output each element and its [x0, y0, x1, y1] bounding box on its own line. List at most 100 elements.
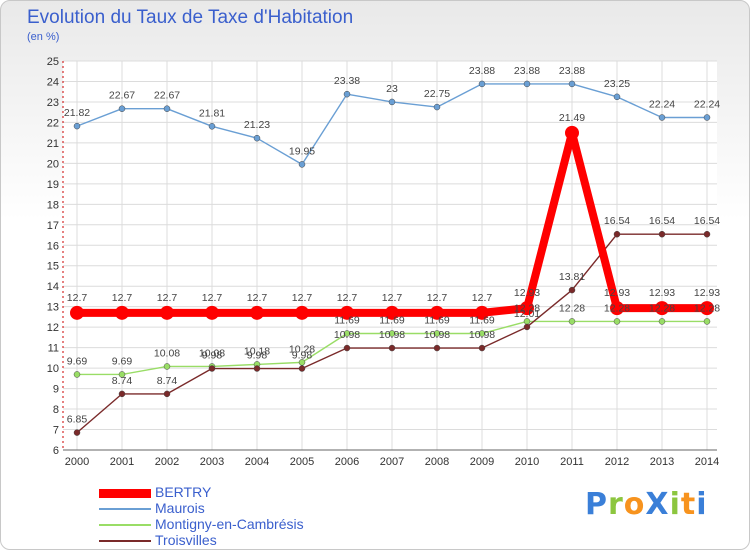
x-tick-label: 2004: [245, 456, 269, 468]
y-tick-label: 13: [47, 302, 59, 314]
x-tick-label: 2009: [470, 456, 494, 468]
data-label: 12.28: [604, 302, 630, 314]
data-point: [703, 230, 711, 238]
data-label: 16.54: [649, 215, 675, 227]
x-tick-label: 2005: [290, 456, 314, 468]
data-point: [388, 98, 396, 106]
data-point: [208, 123, 216, 130]
data-label: 12.7: [202, 292, 223, 304]
data-label: 9.98: [292, 350, 313, 362]
data-label: 23.38: [334, 75, 360, 87]
data-point: [298, 161, 306, 168]
data-label: 12.7: [337, 292, 358, 304]
data-point: [343, 344, 351, 352]
logo-letter: r: [608, 487, 624, 522]
y-tick-label: 7: [53, 425, 59, 437]
logo-letter: i: [696, 487, 708, 522]
y-tick-label: 23: [47, 97, 59, 109]
y-tick-label: 8: [53, 404, 59, 416]
x-tick-label: 2000: [65, 456, 89, 468]
y-tick-label: 6: [53, 445, 59, 457]
data-point: [343, 90, 351, 98]
y-tick-label: 18: [47, 199, 59, 211]
data-label: 9.69: [112, 355, 133, 367]
data-point: [610, 301, 624, 316]
data-point: [433, 344, 441, 352]
data-label: 9.98: [202, 350, 223, 362]
data-label: 23.88: [469, 65, 495, 77]
data-label: 23: [386, 83, 398, 95]
logo-letter: t: [680, 487, 697, 522]
y-tick-label: 21: [47, 138, 59, 150]
data-point: [253, 365, 261, 372]
logo-letter: P: [585, 487, 608, 522]
data-label: 12.7: [472, 292, 493, 304]
data-label: 19.95: [289, 145, 315, 157]
data-point: [118, 105, 126, 112]
data-point: [433, 330, 441, 337]
data-point: [298, 365, 306, 372]
x-tick-label: 2007: [380, 456, 404, 468]
data-point: [253, 134, 261, 142]
data-label: 12.93: [514, 287, 540, 299]
data-label: 21.23: [244, 119, 270, 131]
y-tick-label: 25: [47, 56, 59, 68]
data-label: 12.7: [382, 292, 403, 304]
data-point: [388, 330, 396, 337]
data-point: [250, 305, 264, 320]
data-label: 10.98: [424, 329, 450, 341]
data-point: [70, 305, 84, 320]
y-tick-label: 9: [53, 384, 59, 396]
unit-label: (en %): [27, 31, 60, 43]
data-label: 12.7: [157, 292, 178, 304]
data-label: 9.98: [247, 350, 268, 362]
data-label: 21.49: [559, 112, 585, 124]
data-label: 9.69: [67, 355, 88, 367]
data-point: [568, 318, 576, 325]
data-point: [568, 286, 576, 294]
data-label: 23.25: [604, 78, 630, 90]
data-point: [118, 390, 126, 398]
data-label: 12.93: [649, 287, 675, 299]
data-point: [523, 323, 531, 331]
x-tick-label: 2014: [695, 456, 719, 468]
data-point: [295, 305, 309, 320]
data-point: [565, 125, 579, 140]
logo-letter: o: [623, 487, 646, 522]
data-point: [430, 305, 444, 320]
data-label: 13.81: [559, 271, 585, 283]
data-point: [568, 80, 576, 88]
data-label: 10.98: [379, 329, 405, 341]
y-tick-label: 15: [47, 261, 59, 273]
data-label: 21.81: [199, 107, 225, 119]
data-point: [523, 80, 531, 88]
x-tick-label: 2002: [155, 456, 179, 468]
data-label: 10.98: [334, 329, 360, 341]
data-point: [73, 122, 81, 130]
data-label: 12.28: [559, 302, 585, 314]
y-tick-label: 22: [47, 117, 59, 129]
x-tick-label: 2003: [200, 456, 224, 468]
data-point: [475, 305, 489, 320]
data-point: [478, 344, 486, 352]
data-label: 11.69: [469, 315, 495, 327]
y-tick-label: 12: [47, 322, 59, 334]
y-tick-label: 20: [47, 158, 59, 170]
logo-letter: X: [645, 487, 670, 522]
legend-swatch: [99, 524, 151, 526]
legend-swatch: [99, 540, 151, 542]
legend-label: Montigny-en-Cambrésis: [155, 516, 304, 532]
x-tick-label: 2012: [605, 456, 629, 468]
data-label: 22.24: [649, 99, 675, 111]
data-label: 10.98: [469, 329, 495, 341]
data-label: 10.18: [244, 345, 270, 357]
y-tick-label: 17: [47, 220, 59, 232]
data-label: 12.28: [514, 302, 540, 314]
data-label: 21.82: [64, 107, 90, 119]
data-point: [163, 363, 171, 370]
x-tick-label: 2006: [335, 456, 359, 468]
y-tick-label: 19: [47, 179, 59, 191]
x-tick-label: 2001: [110, 456, 134, 468]
data-point: [520, 301, 534, 316]
legend-label: Maurois: [155, 500, 205, 516]
